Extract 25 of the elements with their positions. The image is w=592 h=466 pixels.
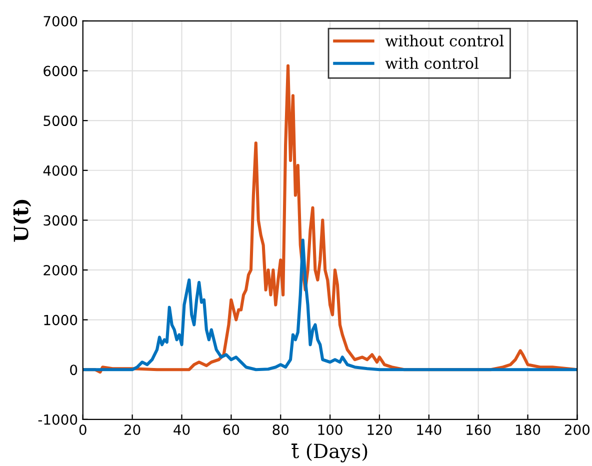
y-tick-label: 7000 (44, 16, 78, 26)
x-tick-label: 140 (417, 424, 442, 436)
y-tick-label: 1000 (44, 314, 78, 326)
x-tick-label: 200 (564, 424, 590, 436)
x-tick-label: 100 (318, 424, 342, 436)
x-tick-label: 0 (79, 424, 86, 436)
x-tick-label: 120 (368, 424, 392, 436)
x-axis-title: t̄ (Days) (292, 443, 368, 462)
y-tick-label: 0 (70, 364, 78, 376)
line-series (82, 238, 578, 372)
x-tick-label: 40 (174, 424, 190, 436)
y-tick-label: 3000 (44, 215, 78, 226)
legend-label: with control (385, 57, 478, 69)
y-tick-label: 2000 (44, 264, 78, 276)
x-tick-label: 80 (272, 424, 289, 436)
y-tick-label: -1000 (38, 414, 78, 425)
legend-label: without control (385, 34, 504, 47)
y-tick-label: 4000 (43, 165, 78, 176)
y-tick-label: 5000 (44, 116, 78, 126)
x-tick-label: 60 (223, 424, 240, 436)
y-tick-label: 6000 (44, 66, 78, 76)
x-tick-label: 20 (124, 424, 140, 436)
y-axis-title: U(t̄) (13, 200, 32, 242)
x-tick-label: 180 (516, 424, 540, 436)
x-tick-label: 160 (466, 424, 491, 436)
